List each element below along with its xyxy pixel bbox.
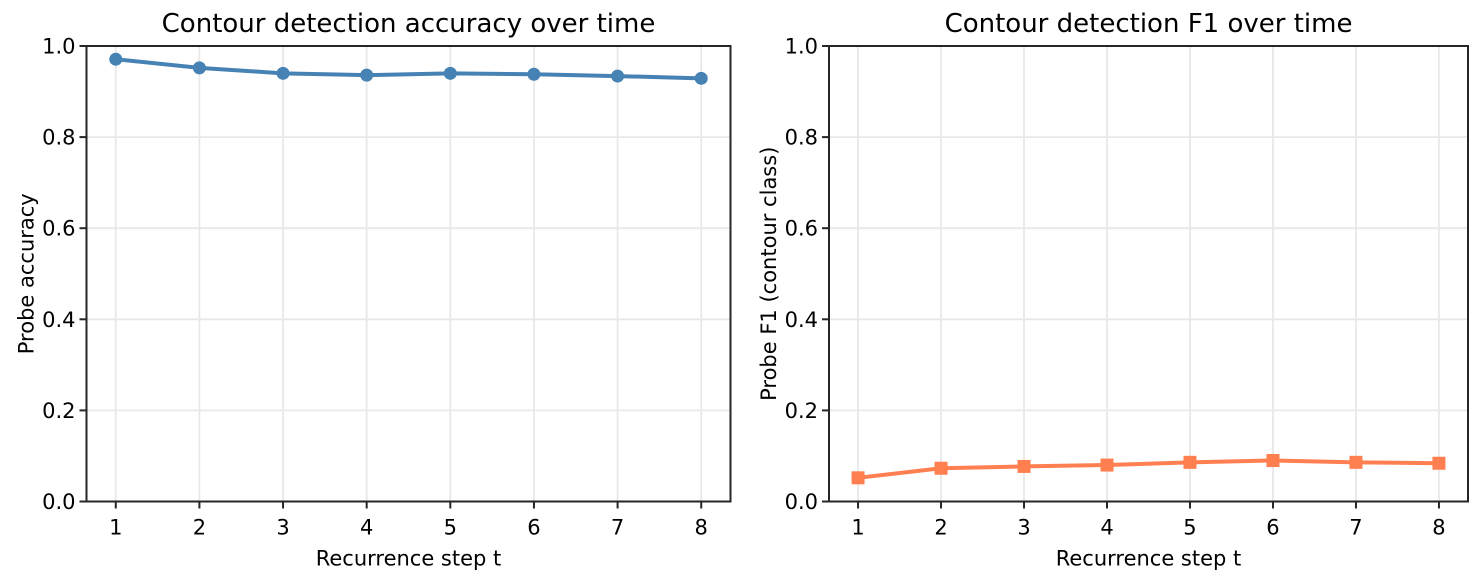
f1-chart: 1 2 3 4 5 6 7 8 0.0 0.2 0.4 0.6 0.8 1.0 Contour detect… [757,9,1469,571]
x-tick-label: 3 [1017,516,1030,540]
x-tick-label: 5 [1183,516,1196,540]
data-point-square [1183,455,1197,469]
accuracy-chart: 1 2 3 4 5 6 7 8 0.0 0.2 0.4 0.6 0.8 1.0 Contour detect… [15,9,732,571]
x-axis-label: Recurrence step t [1056,547,1242,571]
x-tick-label: 6 [527,516,540,540]
data-point-square [1349,455,1363,469]
chart-title: Contour detection accuracy over time [162,9,656,39]
data-point-square [1100,458,1114,472]
data-line-probe-accuracy [113,57,704,81]
y-axis-label: Probe F1 (contour class) [757,147,781,401]
y-tick-label: 0.2 [42,399,75,423]
x-tick-label: 1 [851,516,864,540]
x-tick-label: 2 [193,516,206,540]
axes-spines [828,45,1469,503]
y-tick-label: 0.0 [785,490,818,514]
x-tick-label: 3 [276,516,289,540]
x-tick-label: 5 [444,516,457,540]
axes-spines [85,45,732,503]
data-line-probe-f1-contour-class [856,458,1441,480]
y-tick-label: 0.2 [785,399,818,423]
data-point-circle [109,52,123,66]
data-point-circle [694,71,708,85]
y-tick-label: 0.0 [42,490,75,514]
x-axis-label: Recurrence step t [316,547,502,571]
data-point-square [851,471,865,485]
y-tick-label: 1.0 [42,35,75,59]
x-tick-label: 8 [695,516,708,540]
y-tick-label: 0.4 [42,308,75,332]
data-point-square [1017,459,1031,473]
y-axis-label: Probe accuracy [15,193,39,354]
x-tick-label: 8 [1432,516,1445,540]
x-tick-label: 1 [109,516,122,540]
panel-accuracy: 1 2 3 4 5 6 7 8 0.0 0.2 0.4 0.6 0.8 1.0 Contour detect… [0,0,744,581]
panel-f1: 1 2 3 4 5 6 7 8 0.0 0.2 0.4 0.6 0.8 1.0 Contour detect… [744,0,1484,581]
x-tick-label: 7 [1349,516,1362,540]
y-tick-label: 0.4 [785,308,818,332]
data-point-circle [276,66,290,80]
y-tick-label: 0.6 [785,217,818,241]
y-tick-label: 1.0 [785,35,818,59]
x-tick-label: 2 [934,516,947,540]
data-point-circle [611,69,625,83]
data-point-circle [192,61,206,75]
data-point-circle [443,66,457,80]
y-tick-label: 0.6 [42,217,75,241]
y-tick-label: 0.8 [785,126,818,150]
x-tick-label: 4 [1100,516,1113,540]
data-point-circle [360,68,374,82]
data-point-square [934,461,948,475]
chart-title: Contour detection F1 over time [945,9,1353,39]
y-tick-label: 0.8 [42,126,75,150]
data-point-circle [527,67,541,81]
data-point-square [1266,454,1280,468]
x-tick-label: 4 [360,516,373,540]
data-point-square [1432,456,1446,470]
x-tick-label: 6 [1266,516,1279,540]
x-tick-label: 7 [611,516,624,540]
